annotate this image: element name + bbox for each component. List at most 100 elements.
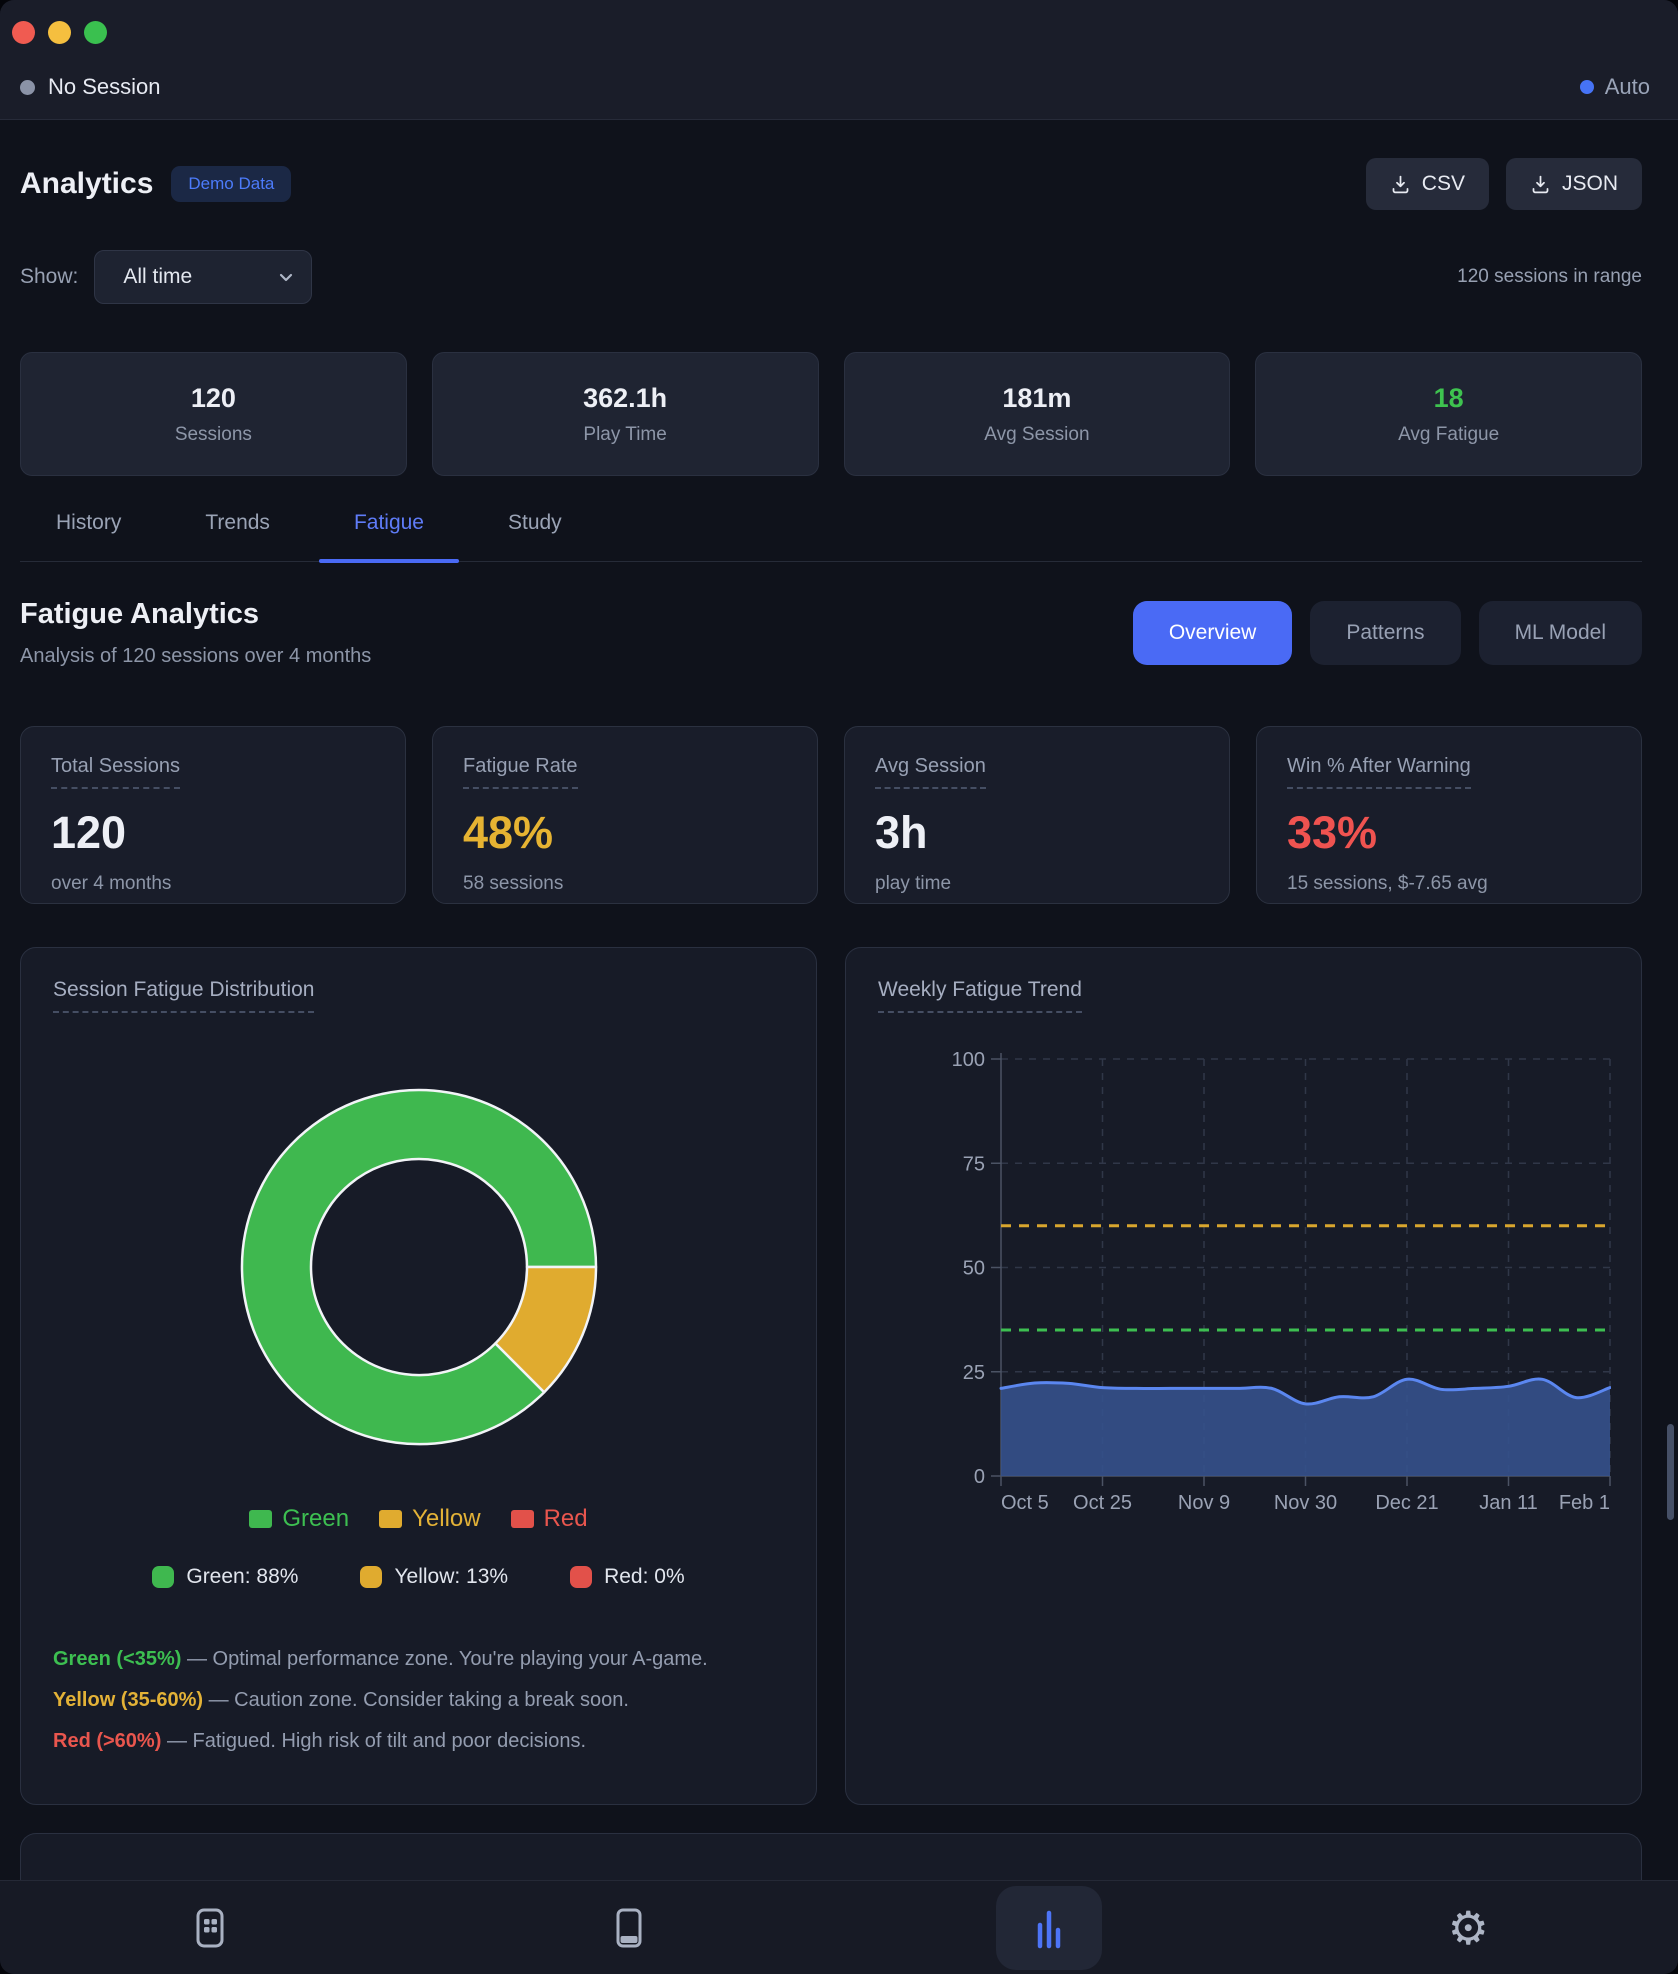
auto-indicator: Auto [1579, 74, 1650, 100]
analytics-tabs: History Trends Fatigue Study [20, 510, 1642, 563]
metric-title: Fatigue Rate [463, 755, 578, 789]
export-json-label: JSON [1561, 172, 1618, 195]
download-icon [1532, 175, 1549, 193]
fatigue-section-header: Fatigue Analytics Analysis of 120 sessio… [20, 598, 1642, 668]
legend-label-yellow: Yellow [412, 1505, 481, 1532]
tab-fatigue[interactable]: Fatigue [318, 510, 460, 563]
tab-history[interactable]: History [50, 510, 127, 561]
svg-text:Dec 21: Dec 21 [1375, 1492, 1438, 1514]
grid-icon [196, 1908, 224, 1947]
bottom-navigation: ⚙ [0, 1880, 1678, 1974]
metric-sub: 15 sessions, $-7.65 avg [1287, 873, 1488, 894]
svg-text:100: 100 [952, 1049, 985, 1071]
svg-text:Oct 5: Oct 5 [1001, 1492, 1049, 1514]
tab-study[interactable]: Study [502, 510, 568, 561]
view-switcher: Overview Patterns ML Model [1132, 601, 1642, 665]
time-range-select[interactable]: All time [94, 250, 313, 304]
svg-text:0: 0 [974, 1466, 985, 1488]
filter-row: Show: All time 120 sessions in range [20, 250, 1642, 304]
page-header: Analytics Demo Data CSV JSON [20, 158, 1642, 210]
demo-data-badge: Demo Data [171, 166, 292, 202]
metric-value: 3h [875, 807, 928, 858]
stat-value: 362.1h [583, 382, 668, 413]
view-patterns-button[interactable]: Patterns [1310, 601, 1461, 665]
weekly-fatigue-trend-chart: 0 25 50 75 100 Oct 5 Oct 25 Nov 9 Nov 30 Dec 21 Ja… [952, 1049, 1611, 1514]
legend-swatch-green [152, 1566, 175, 1588]
zoom-button[interactable] [84, 21, 107, 44]
donut-card-title: Session Fatigue Distribution [53, 978, 315, 1013]
zone-yellow-description: Yellow (35-60%) — Caution zone. Consider… [53, 1689, 629, 1711]
donut-legend: Green Yellow Red [53, 1505, 784, 1533]
analytics-page: Analytics Demo Data CSV JSON Show: All t… [0, 120, 1678, 1953]
svg-text:25: 25 [963, 1362, 985, 1384]
page-title: Analytics [20, 167, 154, 200]
metric-title: Total Sessions [51, 755, 180, 789]
donut-percent-legend: Green: 88% Yellow: 13% Red: 0% [53, 1565, 784, 1589]
legend-label-red: Red [543, 1505, 588, 1532]
metric-sub: over 4 months [51, 873, 172, 894]
minimize-button[interactable] [48, 21, 71, 44]
metric-sub: play time [875, 873, 952, 894]
auto-status-icon [1579, 80, 1594, 94]
stat-value: 18 [1433, 382, 1464, 413]
trend-card-title: Weekly Fatigue Trend [878, 978, 1082, 1013]
nav-settings-button[interactable]: ⚙ [1259, 1881, 1678, 1974]
svg-text:Oct 25: Oct 25 [1073, 1492, 1132, 1514]
notebook-icon [616, 1908, 642, 1947]
export-buttons: CSV JSON [1365, 158, 1642, 210]
stats-row: 120 Sessions 362.1h Play Time 181m Avg S… [20, 352, 1642, 476]
auto-label: Auto [1604, 74, 1650, 99]
time-range-value: All time [123, 265, 193, 288]
traffic-lights [12, 21, 107, 44]
metric-card-total-sessions: Total Sessions 120 over 4 months [20, 726, 406, 904]
stat-value: 120 [190, 382, 236, 413]
stat-label: Sessions [174, 423, 252, 445]
zone-green-description: Green (<35%) — Optimal performance zone.… [53, 1648, 708, 1670]
metric-card-avg-session: Avg Session 3h play time [844, 726, 1230, 904]
metric-sub: 58 sessions [463, 873, 564, 894]
metrics-row: Total Sessions 120 over 4 months Fatigue… [20, 726, 1642, 904]
stat-label: Play Time [583, 423, 667, 445]
export-json-button[interactable]: JSON [1505, 158, 1642, 210]
scrollbar-thumb[interactable] [1667, 1424, 1674, 1520]
nav-dashboard-button[interactable] [0, 1881, 420, 1974]
svg-text:Nov 30: Nov 30 [1274, 1492, 1337, 1514]
stat-card-avg-session: 181m Avg Session [843, 352, 1231, 476]
fatigue-distribution-card: Session Fatigue Distribution Green Yello… [20, 947, 817, 1805]
zone-red-description: Red (>60%) — Fatigued. High risk of tilt… [53, 1730, 587, 1752]
close-button[interactable] [12, 21, 35, 44]
stat-label: Avg Session [984, 423, 1090, 445]
gear-icon: ⚙ [1447, 1901, 1489, 1954]
legend-percent-yellow: Yellow: 13% [394, 1565, 509, 1588]
export-csv-button[interactable]: CSV [1365, 158, 1489, 210]
legend-swatch-red [570, 1566, 593, 1588]
svg-text:Feb 1: Feb 1 [1559, 1492, 1610, 1514]
stat-label: Avg Fatigue [1398, 423, 1500, 445]
stat-card-avg-fatigue: 18 Avg Fatigue [1255, 352, 1642, 476]
legend-swatch-red [510, 1510, 534, 1528]
legend-percent-red: Red: 0% [604, 1565, 685, 1588]
svg-text:Nov 9: Nov 9 [1178, 1492, 1230, 1514]
titlebar: No Session Auto [0, 0, 1678, 120]
chevron-down-icon [280, 273, 293, 282]
legend-swatch-yellow [360, 1566, 383, 1588]
session-status-label: No Session [48, 74, 161, 99]
legend-label-green: Green [282, 1505, 350, 1532]
fatigue-distribution-donut-chart [240, 1088, 597, 1446]
export-csv-label: CSV [1421, 172, 1465, 195]
view-ml-model-button[interactable]: ML Model [1478, 601, 1642, 665]
nav-analytics-button[interactable] [839, 1881, 1259, 1974]
nav-notebook-button[interactable] [420, 1881, 840, 1974]
tab-trends[interactable]: Trends [199, 510, 276, 561]
view-overview-button[interactable]: Overview [1132, 601, 1293, 665]
legend-swatch-yellow [379, 1510, 403, 1528]
svg-text:50: 50 [963, 1258, 985, 1280]
sessions-in-range-note: 120 sessions in range [1457, 266, 1642, 287]
section-title: Fatigue Analytics [20, 598, 260, 630]
svg-text:75: 75 [963, 1153, 985, 1175]
metric-value: 120 [51, 807, 127, 858]
legend-percent-green: Green: 88% [186, 1565, 299, 1588]
section-subtitle: Analysis of 120 sessions over 4 months [20, 645, 372, 667]
stat-value: 181m [1002, 382, 1072, 413]
